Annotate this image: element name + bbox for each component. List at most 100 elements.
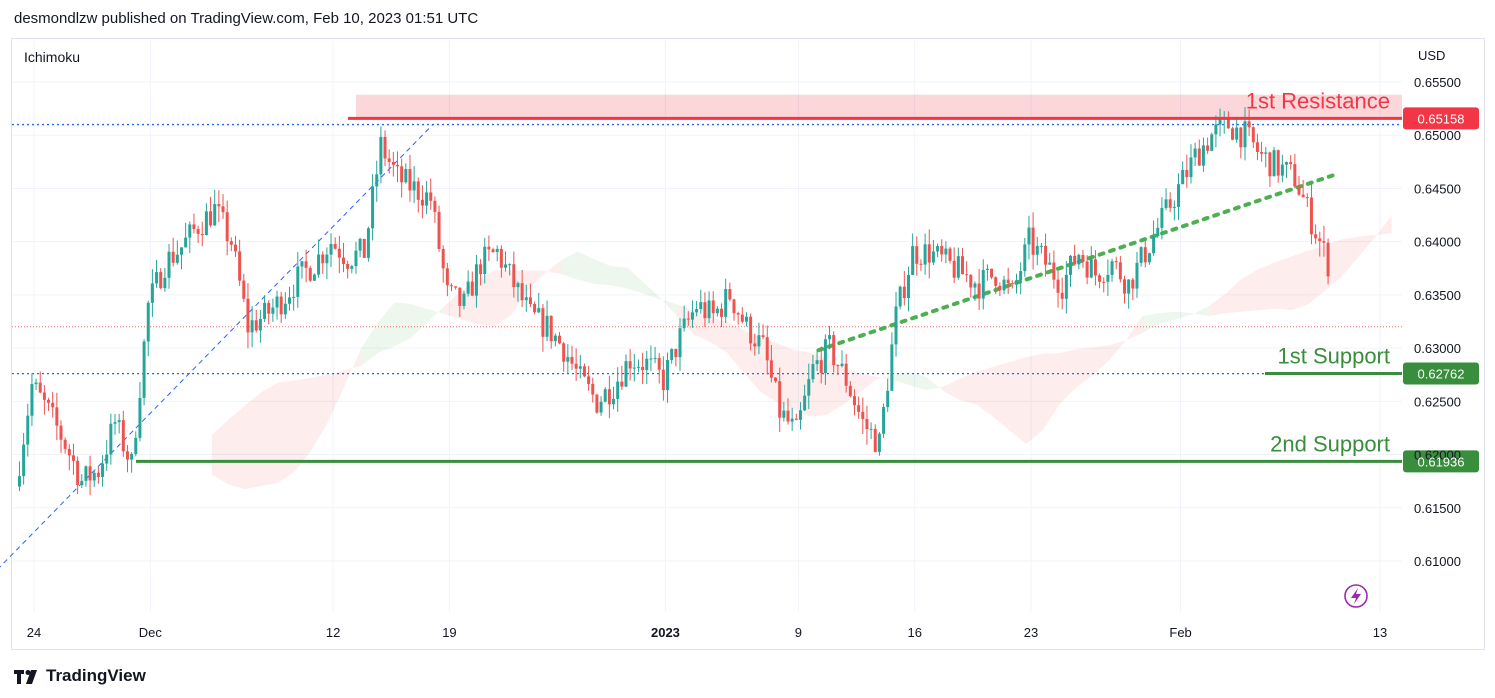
- cloud-bear: [710, 317, 727, 353]
- candle-body: [1218, 119, 1222, 125]
- candle: [1152, 220, 1156, 256]
- candle: [101, 455, 105, 487]
- candle: [1197, 139, 1201, 166]
- candle: [1251, 126, 1255, 149]
- candle: [1089, 246, 1093, 279]
- candle: [1239, 126, 1243, 159]
- chart-frame[interactable]: [11, 38, 1485, 650]
- candle: [138, 382, 142, 442]
- candle-body: [641, 366, 645, 371]
- candle-body: [690, 312, 694, 320]
- candle-body: [720, 308, 724, 317]
- cloud-bear: [1208, 293, 1226, 317]
- lightning-icon[interactable]: [1344, 584, 1368, 608]
- candle: [1255, 133, 1259, 161]
- candle-body: [944, 248, 948, 255]
- candle-body: [628, 361, 632, 369]
- candle-body: [894, 306, 898, 345]
- candle-body: [433, 200, 437, 212]
- candle: [591, 377, 595, 403]
- candle-body: [416, 181, 420, 200]
- candle-body: [1206, 145, 1210, 151]
- candle-body: [782, 410, 786, 418]
- cloud-bull: [577, 251, 595, 284]
- cloud-bull: [1175, 311, 1193, 320]
- candle-body: [246, 298, 250, 333]
- candle: [657, 352, 661, 384]
- candle-body: [911, 246, 915, 275]
- candle: [1201, 137, 1205, 172]
- candle: [815, 351, 819, 372]
- candle-body: [844, 363, 848, 386]
- cloud-bear: [1026, 353, 1043, 444]
- candle-body: [167, 251, 171, 278]
- candle: [175, 240, 179, 265]
- candle-body: [823, 339, 827, 373]
- candle: [67, 444, 71, 471]
- candle: [1048, 252, 1052, 265]
- candle-body: [549, 315, 553, 342]
- candle-body: [965, 274, 969, 276]
- candle-body: [292, 296, 296, 298]
- candle-body: [146, 302, 150, 342]
- candle: [150, 269, 154, 317]
- candle-body: [404, 168, 408, 183]
- candle: [30, 373, 34, 426]
- candle: [167, 243, 171, 289]
- cloud-bear: [976, 366, 993, 417]
- candle-body: [1139, 247, 1143, 263]
- candle-body: [1193, 148, 1197, 158]
- candle: [420, 185, 424, 219]
- cloud-bear: [444, 291, 462, 320]
- candle-body: [1314, 234, 1318, 239]
- trend-lines: [0, 124, 1341, 568]
- candle: [125, 445, 129, 473]
- cloud-bear: [1242, 269, 1259, 312]
- candle: [105, 440, 109, 471]
- price-axis: 0.65500 0.65000 0.64500 0.64000 0.63500 0.630…: [1414, 75, 1465, 569]
- indicator-label[interactable]: Ichimoku: [24, 49, 80, 65]
- candle-body: [1280, 164, 1284, 176]
- candle-body: [653, 358, 657, 360]
- candle: [258, 310, 262, 343]
- candle: [782, 401, 786, 422]
- candle: [63, 437, 67, 454]
- candle-body: [420, 199, 424, 206]
- candle-body: [371, 186, 375, 229]
- candle: [76, 456, 80, 494]
- candle: [1164, 188, 1168, 211]
- candle: [645, 350, 649, 384]
- candle-body: [84, 466, 88, 481]
- candle: [329, 233, 333, 268]
- candle-body: [915, 246, 919, 264]
- candle: [437, 205, 441, 252]
- candle: [333, 237, 337, 250]
- cloud-bear: [1225, 278, 1243, 314]
- candle: [940, 239, 944, 262]
- candle: [819, 346, 823, 384]
- candle-body: [1197, 148, 1201, 166]
- candle-body: [969, 275, 973, 288]
- candle: [695, 301, 699, 317]
- candle-body: [179, 247, 183, 255]
- candle-body: [333, 243, 337, 249]
- candle-body: [26, 415, 30, 445]
- candle: [844, 353, 848, 393]
- candle-body: [852, 396, 856, 406]
- candle-body: [582, 366, 586, 377]
- candle: [271, 298, 275, 322]
- candle: [948, 246, 952, 264]
- cloud-bear: [228, 405, 246, 490]
- candle: [1044, 233, 1048, 277]
- candle-body: [22, 444, 26, 477]
- candle-body: [429, 192, 433, 201]
- candle-body: [661, 369, 665, 391]
- candle: [931, 239, 935, 266]
- cloud-bear: [1258, 262, 1276, 311]
- candle: [362, 238, 366, 258]
- candle: [973, 281, 977, 301]
- currency-label: USD: [1418, 48, 1445, 63]
- candle-body: [732, 299, 736, 314]
- candle-body: [728, 289, 732, 300]
